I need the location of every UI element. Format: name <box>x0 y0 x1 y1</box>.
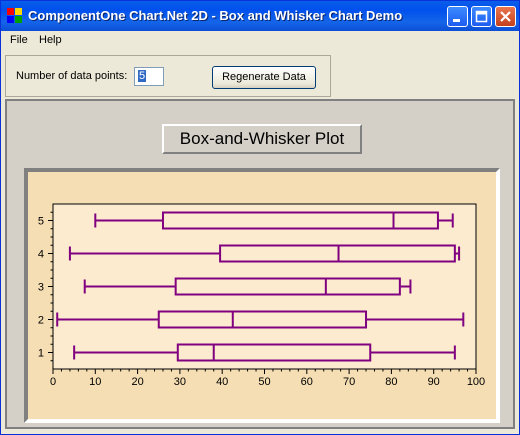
x-tick-label: 30 <box>174 376 186 388</box>
box <box>161 211 439 230</box>
num-points-label: Number of data points: <box>16 70 128 82</box>
x-tick-label: 70 <box>343 376 355 388</box>
y-tick-label: 1 <box>38 348 44 360</box>
x-tick-label: 0 <box>50 376 56 388</box>
menu-file[interactable]: File <box>10 34 28 46</box>
window-title: ComponentOne Chart.Net 2D - Box and Whis… <box>28 8 403 23</box>
menu-help[interactable]: Help <box>39 34 62 46</box>
num-points-input[interactable]: 5 <box>134 67 164 86</box>
chart-container: Box-and-Whisker Plot 0 10 20 30 40 50 60 70 80 90… <box>5 99 515 429</box>
x-tick-label: 80 <box>385 376 397 388</box>
x-tick-label: 100 <box>467 376 485 388</box>
box <box>174 277 401 296</box>
box-whisker-plot: 0 10 20 30 40 50 60 70 80 90 100 1 2 3 4 5 <box>38 203 485 388</box>
y-tick-label: 3 <box>38 282 44 294</box>
x-tick-label: 60 <box>301 376 313 388</box>
chart-area: 0 10 20 30 40 50 60 70 80 90 100 1 2 3 4 5 <box>24 168 500 423</box>
control-panel: Number of data points: 5 Regenerate Data <box>5 55 331 97</box>
x-tick-label: 40 <box>216 376 228 388</box>
x-tick-label: 20 <box>131 376 143 388</box>
x-tick-label: 50 <box>258 376 270 388</box>
minimize-button[interactable] <box>447 6 468 27</box>
title-bar[interactable]: ComponentOne Chart.Net 2D - Box and Whis… <box>1 1 519 31</box>
y-tick-label: 5 <box>38 216 44 228</box>
maximize-button[interactable] <box>471 6 492 27</box>
app-icon <box>7 8 23 24</box>
menu-bar: File Help <box>1 31 519 51</box>
y-tick-label: 4 <box>38 249 44 261</box>
x-tick-label: 10 <box>89 376 101 388</box>
box <box>219 244 456 263</box>
regenerate-data-button[interactable]: Regenerate Data <box>212 66 316 89</box>
chart-title: Box-and-Whisker Plot <box>162 124 362 154</box>
close-button[interactable] <box>495 6 516 27</box>
num-points-value: 5 <box>138 70 147 82</box>
y-tick-label: 2 <box>38 315 44 327</box>
x-tick-label: 90 <box>428 376 440 388</box>
box <box>176 343 372 362</box>
box <box>157 310 368 329</box>
